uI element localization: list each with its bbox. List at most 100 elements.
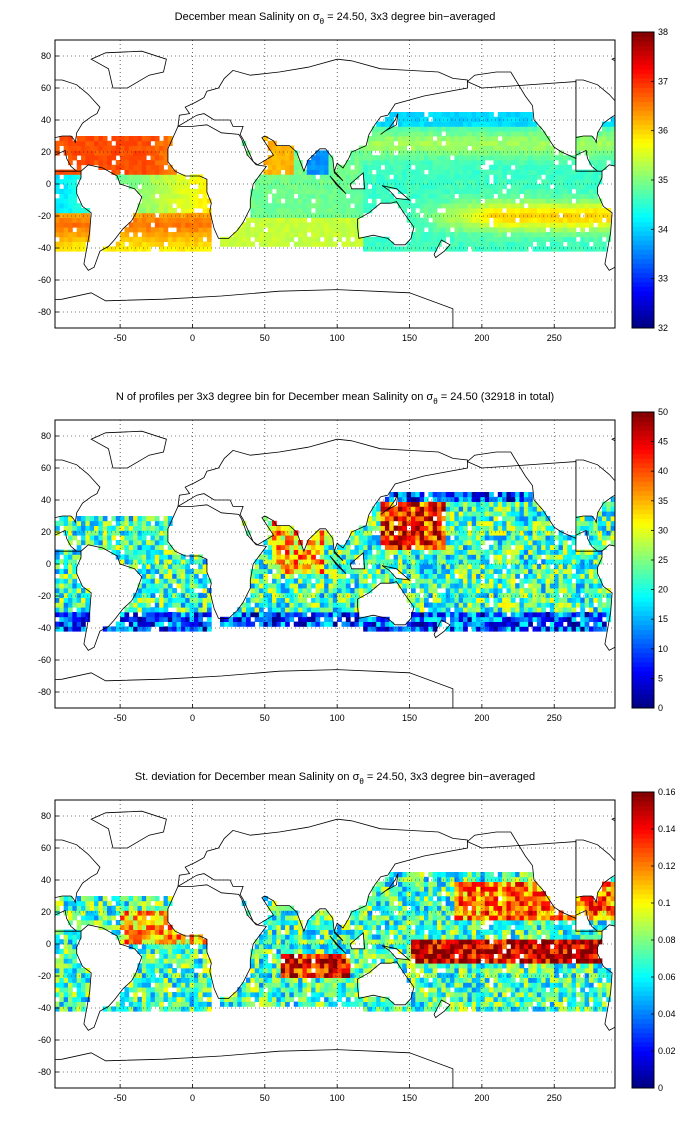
data-bin <box>332 592 338 598</box>
data-bin <box>68 246 73 252</box>
data-bin <box>415 140 421 146</box>
data-bin <box>554 193 559 199</box>
data-bin <box>471 169 477 175</box>
data-bin <box>606 145 612 151</box>
data-bin <box>315 222 321 228</box>
data-bin <box>159 559 164 565</box>
data-bin <box>289 198 295 204</box>
data-bin <box>72 554 78 560</box>
data-bin <box>523 612 529 618</box>
data-bin <box>263 184 269 190</box>
data-bin <box>601 516 607 522</box>
data-bin <box>397 535 403 541</box>
data-bin <box>588 155 594 161</box>
data-bin <box>601 621 607 627</box>
data-bin <box>259 227 264 233</box>
data-bin <box>428 140 434 146</box>
data-bin <box>454 126 460 132</box>
data-bin <box>332 573 338 579</box>
data-bin <box>254 232 260 238</box>
data-bin <box>467 160 473 166</box>
data-bin <box>437 126 442 132</box>
data-bin <box>202 212 208 218</box>
data-bin <box>68 573 73 579</box>
data-bin <box>81 621 86 627</box>
data-bin <box>519 602 525 608</box>
data-bin <box>528 616 533 622</box>
data-bin <box>285 174 290 180</box>
data-bin <box>393 136 399 142</box>
data-bin <box>571 193 577 199</box>
data-bin <box>428 612 434 618</box>
data-bin <box>332 612 338 618</box>
data-bin <box>515 136 520 142</box>
data-bin <box>428 554 434 560</box>
data-bin <box>146 573 151 579</box>
data-bin <box>532 544 538 550</box>
data-bin <box>311 160 316 166</box>
data-bin <box>445 506 451 512</box>
data-bin <box>458 597 464 603</box>
data-bin <box>567 588 572 594</box>
data-bin <box>150 592 156 598</box>
data-bin <box>458 554 464 560</box>
data-bin <box>571 203 577 209</box>
data-bin <box>476 236 481 242</box>
data-bin <box>85 155 91 161</box>
data-bin <box>471 492 477 498</box>
y-tick-label: 80 <box>41 51 51 61</box>
data-bin <box>146 621 151 627</box>
data-bin <box>528 126 533 132</box>
y-tick-label: 0 <box>46 559 51 569</box>
data-bin <box>549 198 555 204</box>
data-bin <box>406 511 412 517</box>
data-bin <box>63 222 69 228</box>
data-bin <box>562 602 568 608</box>
data-bin <box>306 602 312 608</box>
data-bin <box>580 616 586 622</box>
data-bin <box>489 588 494 594</box>
data-bin <box>506 511 512 517</box>
data-bin <box>280 203 286 209</box>
data-bin <box>510 140 516 146</box>
data-bin <box>124 227 130 233</box>
data-bin <box>393 578 399 584</box>
data-bin <box>280 160 286 166</box>
data-bin <box>85 136 91 142</box>
data-bin <box>59 188 65 194</box>
data-bin <box>163 193 169 199</box>
data-bin <box>580 568 586 574</box>
data-bin <box>341 164 347 170</box>
data-bin <box>72 597 78 603</box>
data-bin <box>454 496 460 502</box>
data-bin <box>597 588 603 594</box>
data-bin <box>536 217 542 223</box>
data-bin <box>128 554 134 560</box>
data-bin <box>575 140 581 146</box>
data-bin <box>406 568 412 574</box>
data-bin <box>397 164 403 170</box>
data-bin <box>154 516 160 522</box>
data-bin <box>189 621 195 627</box>
data-bin <box>150 217 156 223</box>
data-bin <box>389 559 394 565</box>
data-bin <box>68 174 73 180</box>
data-bin <box>502 241 507 247</box>
data-bin <box>471 602 477 608</box>
data-bin <box>497 164 503 170</box>
data-bin <box>471 592 477 598</box>
data-bin <box>597 535 603 541</box>
data-bin <box>575 217 581 223</box>
data-bin <box>497 169 503 175</box>
data-bin <box>324 592 329 598</box>
data-bin <box>72 602 78 608</box>
data-bin <box>562 573 568 579</box>
data-bin <box>137 188 143 194</box>
data-bin <box>571 241 577 247</box>
data-bin <box>510 530 516 536</box>
data-bin <box>515 564 520 570</box>
data-bin <box>267 525 273 531</box>
data-bin <box>463 578 468 584</box>
data-bin <box>332 564 338 570</box>
data-bin <box>280 607 286 613</box>
